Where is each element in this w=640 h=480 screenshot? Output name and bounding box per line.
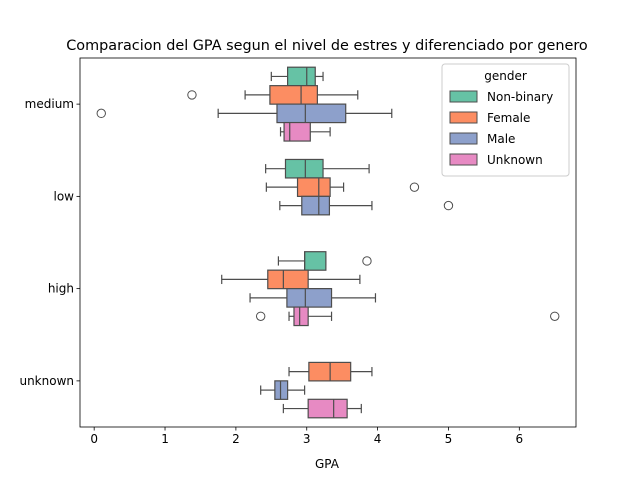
box-iqr	[267, 269, 309, 290]
legend-swatch-female	[449, 111, 478, 124]
y-tick-label: low	[54, 189, 75, 203]
x-axis: 0 1 2 3 4 5 6	[90, 427, 523, 446]
box-high-male	[249, 288, 377, 308]
box-iqr	[269, 85, 318, 105]
box-iqr	[293, 306, 309, 327]
y-tick-label: unknown	[19, 374, 74, 388]
box-medium-female	[187, 85, 359, 105]
legend-swatch-non-binary	[449, 90, 478, 103]
x-tick-label: 4	[374, 432, 382, 446]
box-unknown-unknown	[282, 398, 362, 419]
y-tick-label: medium	[25, 97, 74, 111]
outlier-point	[443, 200, 454, 211]
box-iqr	[286, 288, 333, 308]
box-iqr	[307, 398, 348, 419]
x-tick-label: 2	[232, 432, 240, 446]
box-high-female	[221, 269, 361, 290]
box-iqr	[274, 380, 289, 400]
outlier-point	[255, 311, 266, 321]
legend: gender Non-binary Female Male Unknown	[441, 63, 570, 177]
box-unknown-male	[260, 380, 306, 400]
box-medium-male	[96, 103, 393, 124]
box-iqr	[301, 195, 331, 216]
box-iqr	[283, 121, 311, 142]
box-low-non-binary	[265, 158, 370, 179]
box-iqr	[296, 177, 331, 197]
x-tick-label: 6	[515, 432, 523, 446]
box-iqr	[287, 66, 316, 87]
box-high-non-binary	[277, 251, 372, 271]
outlier-point	[362, 256, 372, 266]
y-tick-label: high	[48, 282, 74, 296]
outlier-point	[550, 311, 560, 321]
box-unknown-female	[288, 361, 373, 382]
box-high-unknown	[255, 306, 560, 327]
x-tick-label: 1	[161, 432, 169, 446]
x-tick-label: 5	[445, 432, 453, 446]
legend-swatch-male	[449, 132, 478, 145]
legend-label-unknown: Unknown	[487, 153, 543, 167]
y-axis: medium low high unknown	[19, 97, 80, 388]
chart-title: Comparacion del GPA segun el nivel de es…	[66, 38, 588, 54]
legend-label-non-binary: Non-binary	[487, 90, 553, 104]
outlier-point	[409, 182, 420, 192]
outlier-point	[187, 90, 197, 100]
x-tick-label: 3	[303, 432, 311, 446]
box-medium-unknown	[279, 121, 331, 142]
legend-swatch-unknown	[449, 153, 478, 166]
box-low-male	[279, 195, 454, 216]
box-iqr	[276, 103, 347, 124]
x-tick-label: 0	[90, 432, 98, 446]
legend-title: gender	[484, 69, 527, 83]
plot-area	[96, 66, 560, 419]
box-medium-non-binary	[270, 66, 324, 87]
box-iqr	[284, 158, 324, 179]
plot-frame	[79, 57, 577, 428]
outlier-point	[96, 108, 106, 119]
box-iqr	[304, 251, 327, 271]
x-axis-label: GPA	[315, 457, 340, 471]
legend-label-male: Male	[487, 132, 515, 146]
box-low-female	[265, 177, 420, 197]
legend-label-female: Female	[487, 111, 530, 125]
